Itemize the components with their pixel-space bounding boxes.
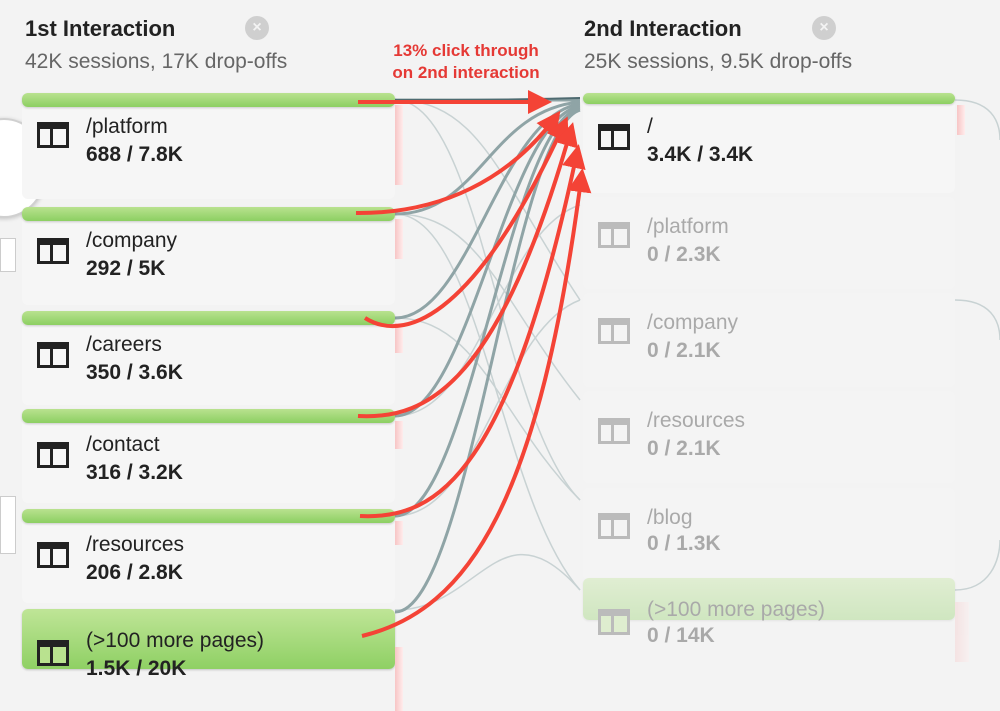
second-node[interactable]: /resources 0 / 2.1K — [583, 391, 955, 483]
drop-off-bar — [395, 219, 403, 259]
second-node[interactable]: /company 0 / 2.1K — [583, 293, 955, 387]
node-session-stats: 1.5K / 20K — [86, 657, 187, 680]
drop-off-bar — [955, 602, 969, 662]
first-interaction-header: 1st Interaction 42K sessions, 17K drop-o… — [25, 16, 287, 74]
node-page-label: /company — [86, 229, 178, 252]
node-page-label: / — [647, 115, 653, 138]
traffic-bar — [22, 207, 395, 221]
node-session-stats: 0 / 2.1K — [647, 339, 721, 362]
traffic-bar — [22, 409, 395, 423]
node-session-stats: 3.4K / 3.4K — [647, 143, 754, 166]
page-layout-icon — [598, 418, 630, 444]
page-layout-icon — [598, 124, 630, 150]
traffic-bar — [583, 93, 955, 104]
node-page-label: /blog — [647, 506, 693, 529]
side-scroll-control[interactable] — [0, 238, 16, 272]
annotation-note: 13% click through on 2nd interaction — [376, 40, 556, 84]
node-session-stats: 316 / 3.2K — [86, 461, 183, 484]
first-node[interactable]: /platform 688 / 7.8K — [22, 93, 403, 199]
node-page-label: /resources — [86, 533, 185, 556]
drop-off-bar — [395, 421, 403, 449]
second-node[interactable]: (>100 more pages) 0 / 14K — [583, 578, 969, 662]
annotation-line-1: 13% click through — [393, 41, 539, 60]
page-layout-icon — [37, 122, 69, 148]
traffic-bar — [22, 93, 395, 107]
close-circle-icon[interactable]: × — [245, 16, 269, 40]
drop-off-bar — [395, 323, 403, 353]
node-page-label: /careers — [86, 333, 162, 356]
annotation-line-2: on 2nd interaction — [392, 63, 540, 82]
page-layout-icon — [598, 222, 630, 248]
node-session-stats: 350 / 3.6K — [86, 361, 183, 384]
first-interaction-summary: 42K sessions, 17K drop-offs — [25, 50, 288, 73]
first-node[interactable]: (>100 more pages) 1.5K / 20K — [22, 609, 403, 711]
page-layout-icon — [37, 238, 69, 264]
traffic-bar — [22, 509, 395, 523]
node-page-label: /resources — [647, 409, 746, 432]
close-circle-icon[interactable]: × — [812, 16, 836, 40]
drop-off-bar — [395, 105, 403, 185]
node-page-label: /platform — [647, 215, 729, 238]
page-layout-icon — [37, 640, 69, 666]
first-node[interactable]: /resources 206 / 2.8K — [22, 509, 403, 603]
page-layout-icon — [37, 442, 69, 468]
node-session-stats: 688 / 7.8K — [86, 143, 183, 166]
page-layout-icon — [598, 318, 630, 344]
first-node[interactable]: /contact 316 / 3.2K — [22, 409, 403, 503]
node-page-label: /contact — [86, 433, 160, 456]
first-node[interactable]: /company 292 / 5K — [22, 207, 403, 305]
node-session-stats: 292 / 5K — [86, 257, 166, 280]
node-session-stats: 0 / 2.1K — [647, 437, 721, 460]
first-interaction-title: 1st Interaction — [25, 16, 176, 41]
node-session-stats: 0 / 2.3K — [647, 243, 721, 266]
second-interaction-summary: 25K sessions, 9.5K drop-offs — [584, 50, 853, 73]
page-layout-icon — [598, 609, 630, 635]
page-layout-icon — [37, 342, 69, 368]
second-interaction-header: 2nd Interaction 25K sessions, 9.5K drop-… — [584, 16, 852, 74]
node-page-label: (>100 more pages) — [647, 598, 826, 621]
node-session-stats: 206 / 2.8K — [86, 561, 183, 584]
traffic-bar — [22, 311, 395, 325]
second-interaction-title: 2nd Interaction — [584, 16, 742, 41]
node-page-label: (>100 more pages) — [86, 629, 265, 652]
drop-off-bar — [395, 647, 403, 711]
drop-off-bar — [395, 521, 403, 545]
node-session-stats: 0 / 1.3K — [647, 532, 721, 555]
first-node[interactable]: /careers 350 / 3.6K — [22, 311, 403, 405]
side-scroll-control[interactable] — [0, 496, 16, 554]
drop-off-bar — [957, 105, 965, 135]
page-layout-icon — [598, 513, 630, 539]
node-page-label: /company — [647, 311, 739, 334]
node-page-label: /platform — [86, 115, 168, 138]
second-node[interactable]: /blog 0 / 1.3K — [583, 488, 955, 580]
second-node[interactable]: /platform 0 / 2.3K — [583, 197, 955, 289]
page-layout-icon — [37, 542, 69, 568]
node-session-stats: 0 / 14K — [647, 624, 715, 647]
second-node[interactable]: / 3.4K / 3.4K — [583, 93, 965, 193]
